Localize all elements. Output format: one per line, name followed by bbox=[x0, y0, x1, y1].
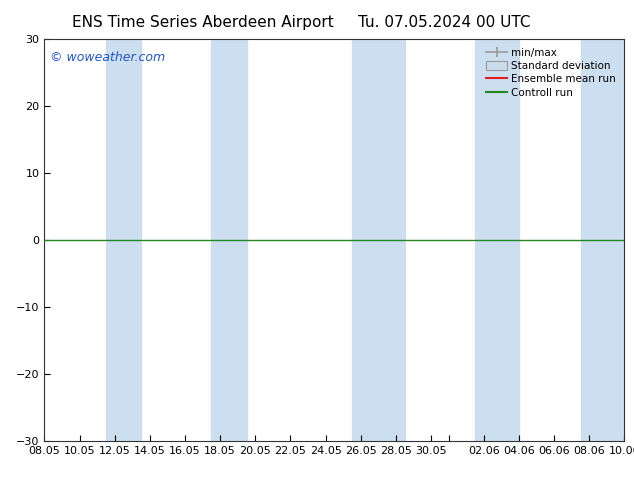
Text: © woweather.com: © woweather.com bbox=[50, 51, 165, 64]
Bar bbox=[352, 39, 404, 441]
Bar bbox=[581, 39, 634, 441]
Bar bbox=[475, 39, 519, 441]
Text: ENS Time Series Aberdeen Airport: ENS Time Series Aberdeen Airport bbox=[72, 15, 333, 30]
Legend: min/max, Standard deviation, Ensemble mean run, Controll run: min/max, Standard deviation, Ensemble me… bbox=[483, 45, 619, 101]
Bar bbox=[211, 39, 247, 441]
Bar bbox=[106, 39, 141, 441]
Text: Tu. 07.05.2024 00 UTC: Tu. 07.05.2024 00 UTC bbox=[358, 15, 530, 30]
